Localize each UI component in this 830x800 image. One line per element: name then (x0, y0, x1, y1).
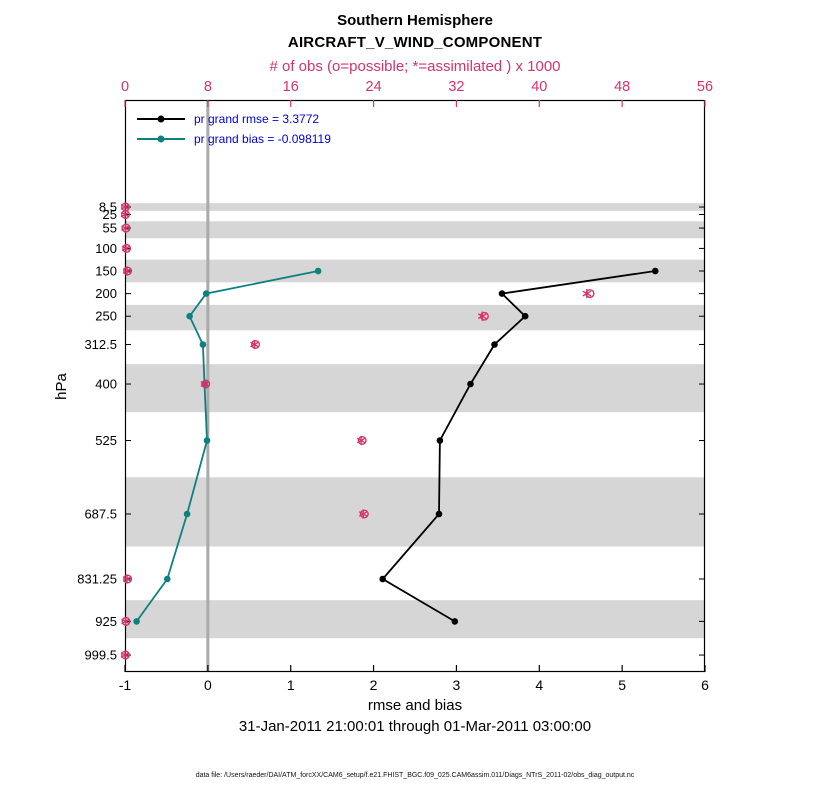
svg-text:6: 6 (701, 677, 709, 693)
bias-line-swatch (137, 135, 185, 143)
rmse-marker-icon (157, 115, 165, 123)
svg-text:48: 48 (614, 79, 630, 95)
svg-text:16: 16 (283, 79, 299, 95)
page-title: Southern Hemisphere (337, 12, 493, 29)
svg-text:0: 0 (121, 79, 129, 95)
svg-text:250: 250 (95, 309, 117, 324)
svg-text:200: 200 (95, 286, 117, 301)
svg-text:4: 4 (535, 677, 543, 693)
svg-text:831.25: 831.25 (77, 571, 117, 586)
svg-text:687.5: 687.5 (84, 506, 117, 521)
svg-text:56: 56 (697, 79, 713, 95)
legend-bias-label: pr grand bias = -0.098119 (194, 132, 331, 146)
svg-text:-1: -1 (119, 677, 132, 693)
variable-title: AIRCRAFT_V_WIND_COMPONENT (287, 34, 543, 51)
svg-text:40: 40 (531, 79, 547, 95)
svg-text:312.5: 312.5 (84, 337, 117, 352)
bias-marker-icon (157, 135, 165, 143)
obs-axis-title: # of obs (o=possible; *=assimilated ) x … (269, 58, 561, 75)
rmse-line-swatch (137, 115, 185, 123)
timespan-text: 31-Jan-2011 21:00:01 through 01-Mar-2011… (238, 718, 592, 735)
svg-text:5: 5 (618, 677, 626, 693)
legend-item-bias: pr grand bias = -0.098119 (137, 132, 331, 146)
legend: pr grand rmse = 3.3772 pr grand bias = -… (137, 112, 331, 146)
svg-text:32: 32 (448, 79, 464, 95)
svg-text:400: 400 (95, 377, 117, 392)
x-axis-label: rmse and bias (367, 697, 463, 714)
datafile-path: data file: /Users/raeder/DAI/ATM_forcXX/… (195, 772, 635, 779)
svg-text:925: 925 (95, 614, 117, 629)
svg-text:1: 1 (287, 677, 295, 693)
svg-text:150: 150 (95, 264, 117, 279)
svg-text:0: 0 (204, 677, 212, 693)
svg-text:8.5: 8.5 (99, 200, 117, 215)
svg-text:2: 2 (370, 677, 378, 693)
svg-text:25: 25 (103, 207, 117, 222)
svg-text:3: 3 (453, 677, 461, 693)
legend-item-rmse: pr grand rmse = 3.3772 (137, 112, 331, 126)
svg-text:24: 24 (366, 79, 382, 95)
svg-text:999.5: 999.5 (84, 648, 117, 663)
svg-text:525: 525 (95, 433, 117, 448)
legend-rmse-label: pr grand rmse = 3.3772 (194, 112, 320, 126)
svg-text:55: 55 (103, 221, 117, 236)
svg-text:8: 8 (204, 79, 212, 95)
svg-text:100: 100 (95, 241, 117, 256)
